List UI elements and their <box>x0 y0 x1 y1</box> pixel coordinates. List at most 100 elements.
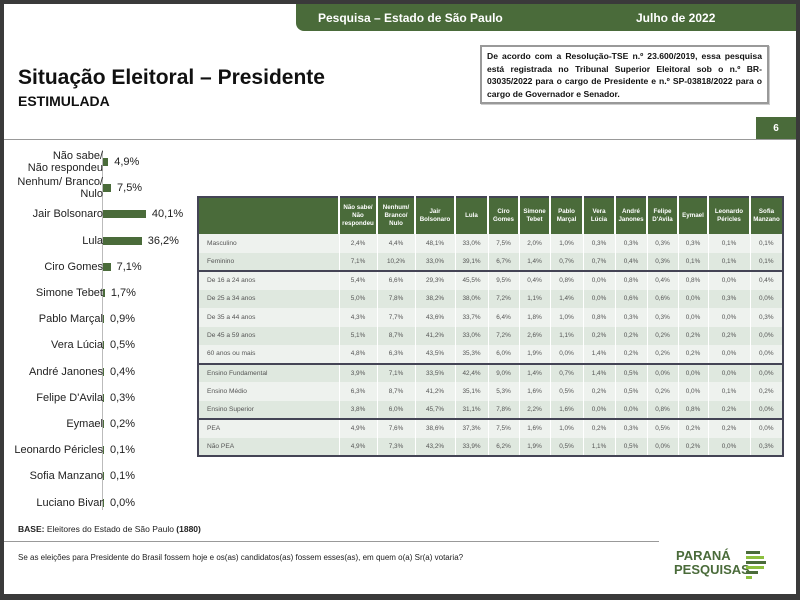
table-cell: 0,5% <box>549 382 583 401</box>
table-cell: 0,2% <box>749 382 783 401</box>
table-cell: 0,6% <box>614 289 647 308</box>
bar-value-label: 4,9% <box>114 156 140 168</box>
table-cell: 0,5% <box>549 437 583 456</box>
table-row: Masculino 2,4% 4,4% 48,1% 33,0% 7,5% 2,0% 1,0% 0… <box>197 234 783 253</box>
table-cell: 0,1% <box>749 234 783 253</box>
row-label: De 35 a 44 anos <box>197 308 339 327</box>
column-header: Vera Lúcia <box>582 197 615 234</box>
table-cell: 0,8% <box>582 308 615 327</box>
table-cell: 0,2% <box>677 345 708 365</box>
bar <box>103 367 104 376</box>
table-cell: 7,3% <box>376 437 415 456</box>
bar <box>103 341 104 350</box>
parana-pesquisas-logo: PARANÁ PESQUISAS <box>674 548 766 579</box>
bar-label: Lula <box>82 234 103 247</box>
bar-label: Felipe D'Avila <box>36 391 103 404</box>
column-header: Simone Tebet <box>518 197 550 234</box>
table-cell: 1,0% <box>549 308 583 327</box>
table-cell: 0,0% <box>582 289 615 308</box>
row-label: Ensino Médio <box>197 382 339 401</box>
table-cell: 0,0% <box>707 363 750 382</box>
table-cell: 0,2% <box>582 382 615 401</box>
base-text: Eleitores do Estado de São Paulo <box>44 524 177 534</box>
column-header: Jair Bolsonaro <box>414 197 455 234</box>
table-cell: 0,3% <box>614 419 647 438</box>
bar <box>103 420 104 428</box>
table-cell: 6,6% <box>376 271 415 290</box>
table-cell: 1,1% <box>549 326 583 345</box>
table-row: De 25 a 34 anos 5,0% 7,8% 38,2% 38,0% 7,2% 1,1… <box>197 289 783 308</box>
row-label: Não PEA <box>197 437 339 456</box>
table-cell: 35,1% <box>454 382 488 401</box>
tse-notice: De acordo com a Resolução-TSE n.º 23.600… <box>480 45 769 104</box>
table-cell: 0,2% <box>646 382 678 401</box>
table-cell: 0,0% <box>749 326 783 345</box>
table-cell: 1,9% <box>518 345 550 365</box>
table-cell: 0,0% <box>707 345 750 365</box>
table-cell: 7,7% <box>376 308 415 327</box>
table-cell: 0,4% <box>749 271 783 290</box>
table-cell: 0,6% <box>646 289 678 308</box>
column-header: Não sabe/ Não respondeu <box>338 197 377 234</box>
table-cell: 0,2% <box>646 345 678 365</box>
table-cell: 0,4% <box>646 271 678 290</box>
table-cell: 0,0% <box>582 271 615 290</box>
chart-axis <box>102 150 103 510</box>
table-cell: 38,6% <box>414 419 455 438</box>
column-header: Lula <box>454 197 488 234</box>
table-cell: 38,0% <box>454 289 488 308</box>
table-cell: 1,6% <box>549 400 583 420</box>
table-cell: 2,6% <box>518 326 550 345</box>
row-label: De 25 a 34 anos <box>197 289 339 308</box>
table-cell: 0,0% <box>582 400 615 420</box>
bar <box>103 158 109 166</box>
table-cell: 43,5% <box>414 345 455 365</box>
table-cell: 0,8% <box>614 271 647 290</box>
bar <box>103 289 105 297</box>
table-cell: 6,0% <box>487 345 519 365</box>
table-cell: 0,0% <box>677 308 708 327</box>
row-label: Ensino Fundamental <box>197 363 339 382</box>
bar-value-label: 7,1% <box>116 260 142 273</box>
table-cell: 0,3% <box>614 308 647 327</box>
table-cell: 0,0% <box>677 289 708 308</box>
table-cell: 2,0% <box>518 234 550 253</box>
row-label: De 45 a 59 anos <box>197 326 339 345</box>
table-cell: 0,4% <box>518 271 550 290</box>
table-cell: 0,0% <box>677 382 708 401</box>
table-cell: 41,2% <box>414 382 455 401</box>
bar-value-label: 36,2% <box>147 234 179 247</box>
table-cell: 1,8% <box>518 308 550 327</box>
divider <box>4 139 796 140</box>
row-label: De 16 a 24 anos <box>197 271 339 290</box>
table-cell: 0,3% <box>707 289 750 308</box>
table-cell: 7,8% <box>487 400 519 420</box>
table-cell: 0,5% <box>614 382 647 401</box>
bar <box>103 236 142 245</box>
table-cell: 8,7% <box>376 326 415 345</box>
table-row: De 35 a 44 anos 4,3% 7,7% 43,6% 33,7% 6,4% 1,8… <box>197 308 783 327</box>
table-cell: 31,1% <box>454 400 488 420</box>
page-title: Situação Eleitoral – Presidente <box>18 66 325 89</box>
table-cell: 8,7% <box>376 382 415 401</box>
table-cell: 0,0% <box>549 345 583 365</box>
table-cell: 7,1% <box>376 363 415 382</box>
table-cell: 43,6% <box>414 308 455 327</box>
bar-label: Luciano Bivar <box>36 496 103 509</box>
table-row: 60 anos ou mais 4,8% 6,3% 43,5% 35,3% 6,0% 1,9… <box>197 345 783 365</box>
bar-label: André Janones <box>29 365 103 378</box>
table-cell: 0,5% <box>614 363 647 382</box>
table-cell: 3,8% <box>338 400 377 420</box>
table-cell: 1,4% <box>582 345 615 365</box>
table-cell: 0,1% <box>707 234 750 253</box>
table-cell: 0,0% <box>707 308 750 327</box>
table-cell: 41,2% <box>414 326 455 345</box>
bar-label: Leonardo Péricles <box>14 444 103 457</box>
logo-line1: PARANÁ <box>676 548 731 563</box>
table-cell: 1,9% <box>518 437 550 456</box>
table-cell: 7,2% <box>487 326 519 345</box>
bar-value-label: 0,5% <box>110 339 136 352</box>
table-cell: 7,8% <box>376 289 415 308</box>
table-cell: 2,4% <box>338 234 377 253</box>
table-cell: 0,1% <box>707 382 750 401</box>
